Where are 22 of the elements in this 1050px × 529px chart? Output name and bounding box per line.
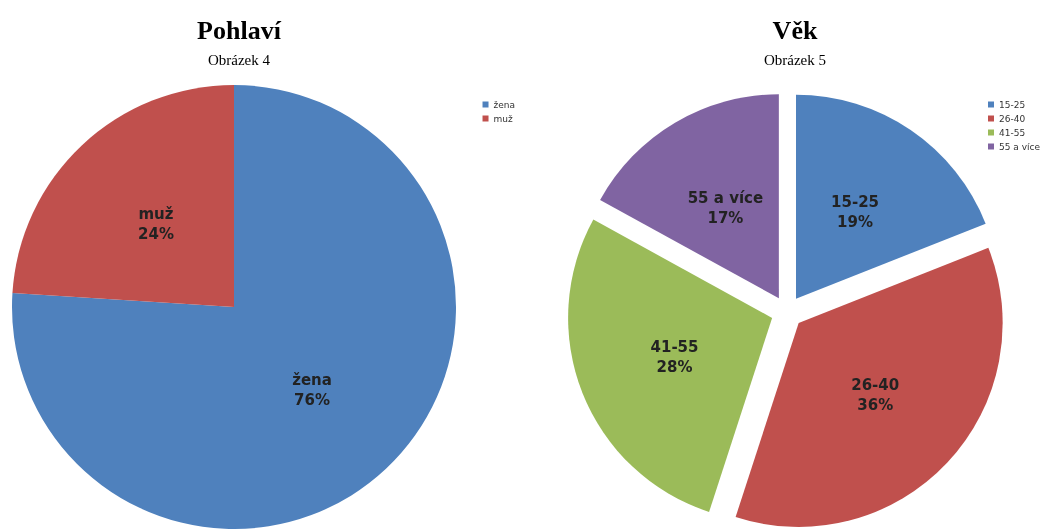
data-label: 24% bbox=[138, 224, 174, 243]
slice-label: 15-25 bbox=[831, 192, 879, 211]
legend-label: 55 a více bbox=[999, 141, 1041, 152]
slice-label: žena bbox=[292, 371, 332, 390]
slice-label: 26-40 bbox=[851, 375, 900, 394]
data-label: 28% bbox=[656, 357, 693, 376]
slice-label: 41-55 bbox=[650, 337, 699, 356]
chart-title: Věk bbox=[772, 15, 818, 45]
data-label: 17% bbox=[707, 208, 744, 227]
legend-label: 26-40 bbox=[999, 113, 1026, 124]
legend-label: 15-25 bbox=[999, 99, 1026, 110]
legend-label: muž bbox=[493, 113, 513, 124]
legend-label: žena bbox=[493, 99, 515, 110]
data-label: 36% bbox=[857, 395, 894, 414]
chart-title: Pohlaví bbox=[197, 15, 282, 45]
slice-label: muž bbox=[138, 204, 174, 223]
chart-subtitle: Obrázek 5 bbox=[763, 51, 827, 68]
legend-label: 41-55 bbox=[999, 127, 1026, 138]
data-label: 76% bbox=[294, 391, 330, 410]
slice-label: 55 a více bbox=[687, 188, 764, 207]
data-label: 19% bbox=[837, 212, 873, 231]
chart-subtitle: Obrázek 4 bbox=[207, 51, 271, 68]
